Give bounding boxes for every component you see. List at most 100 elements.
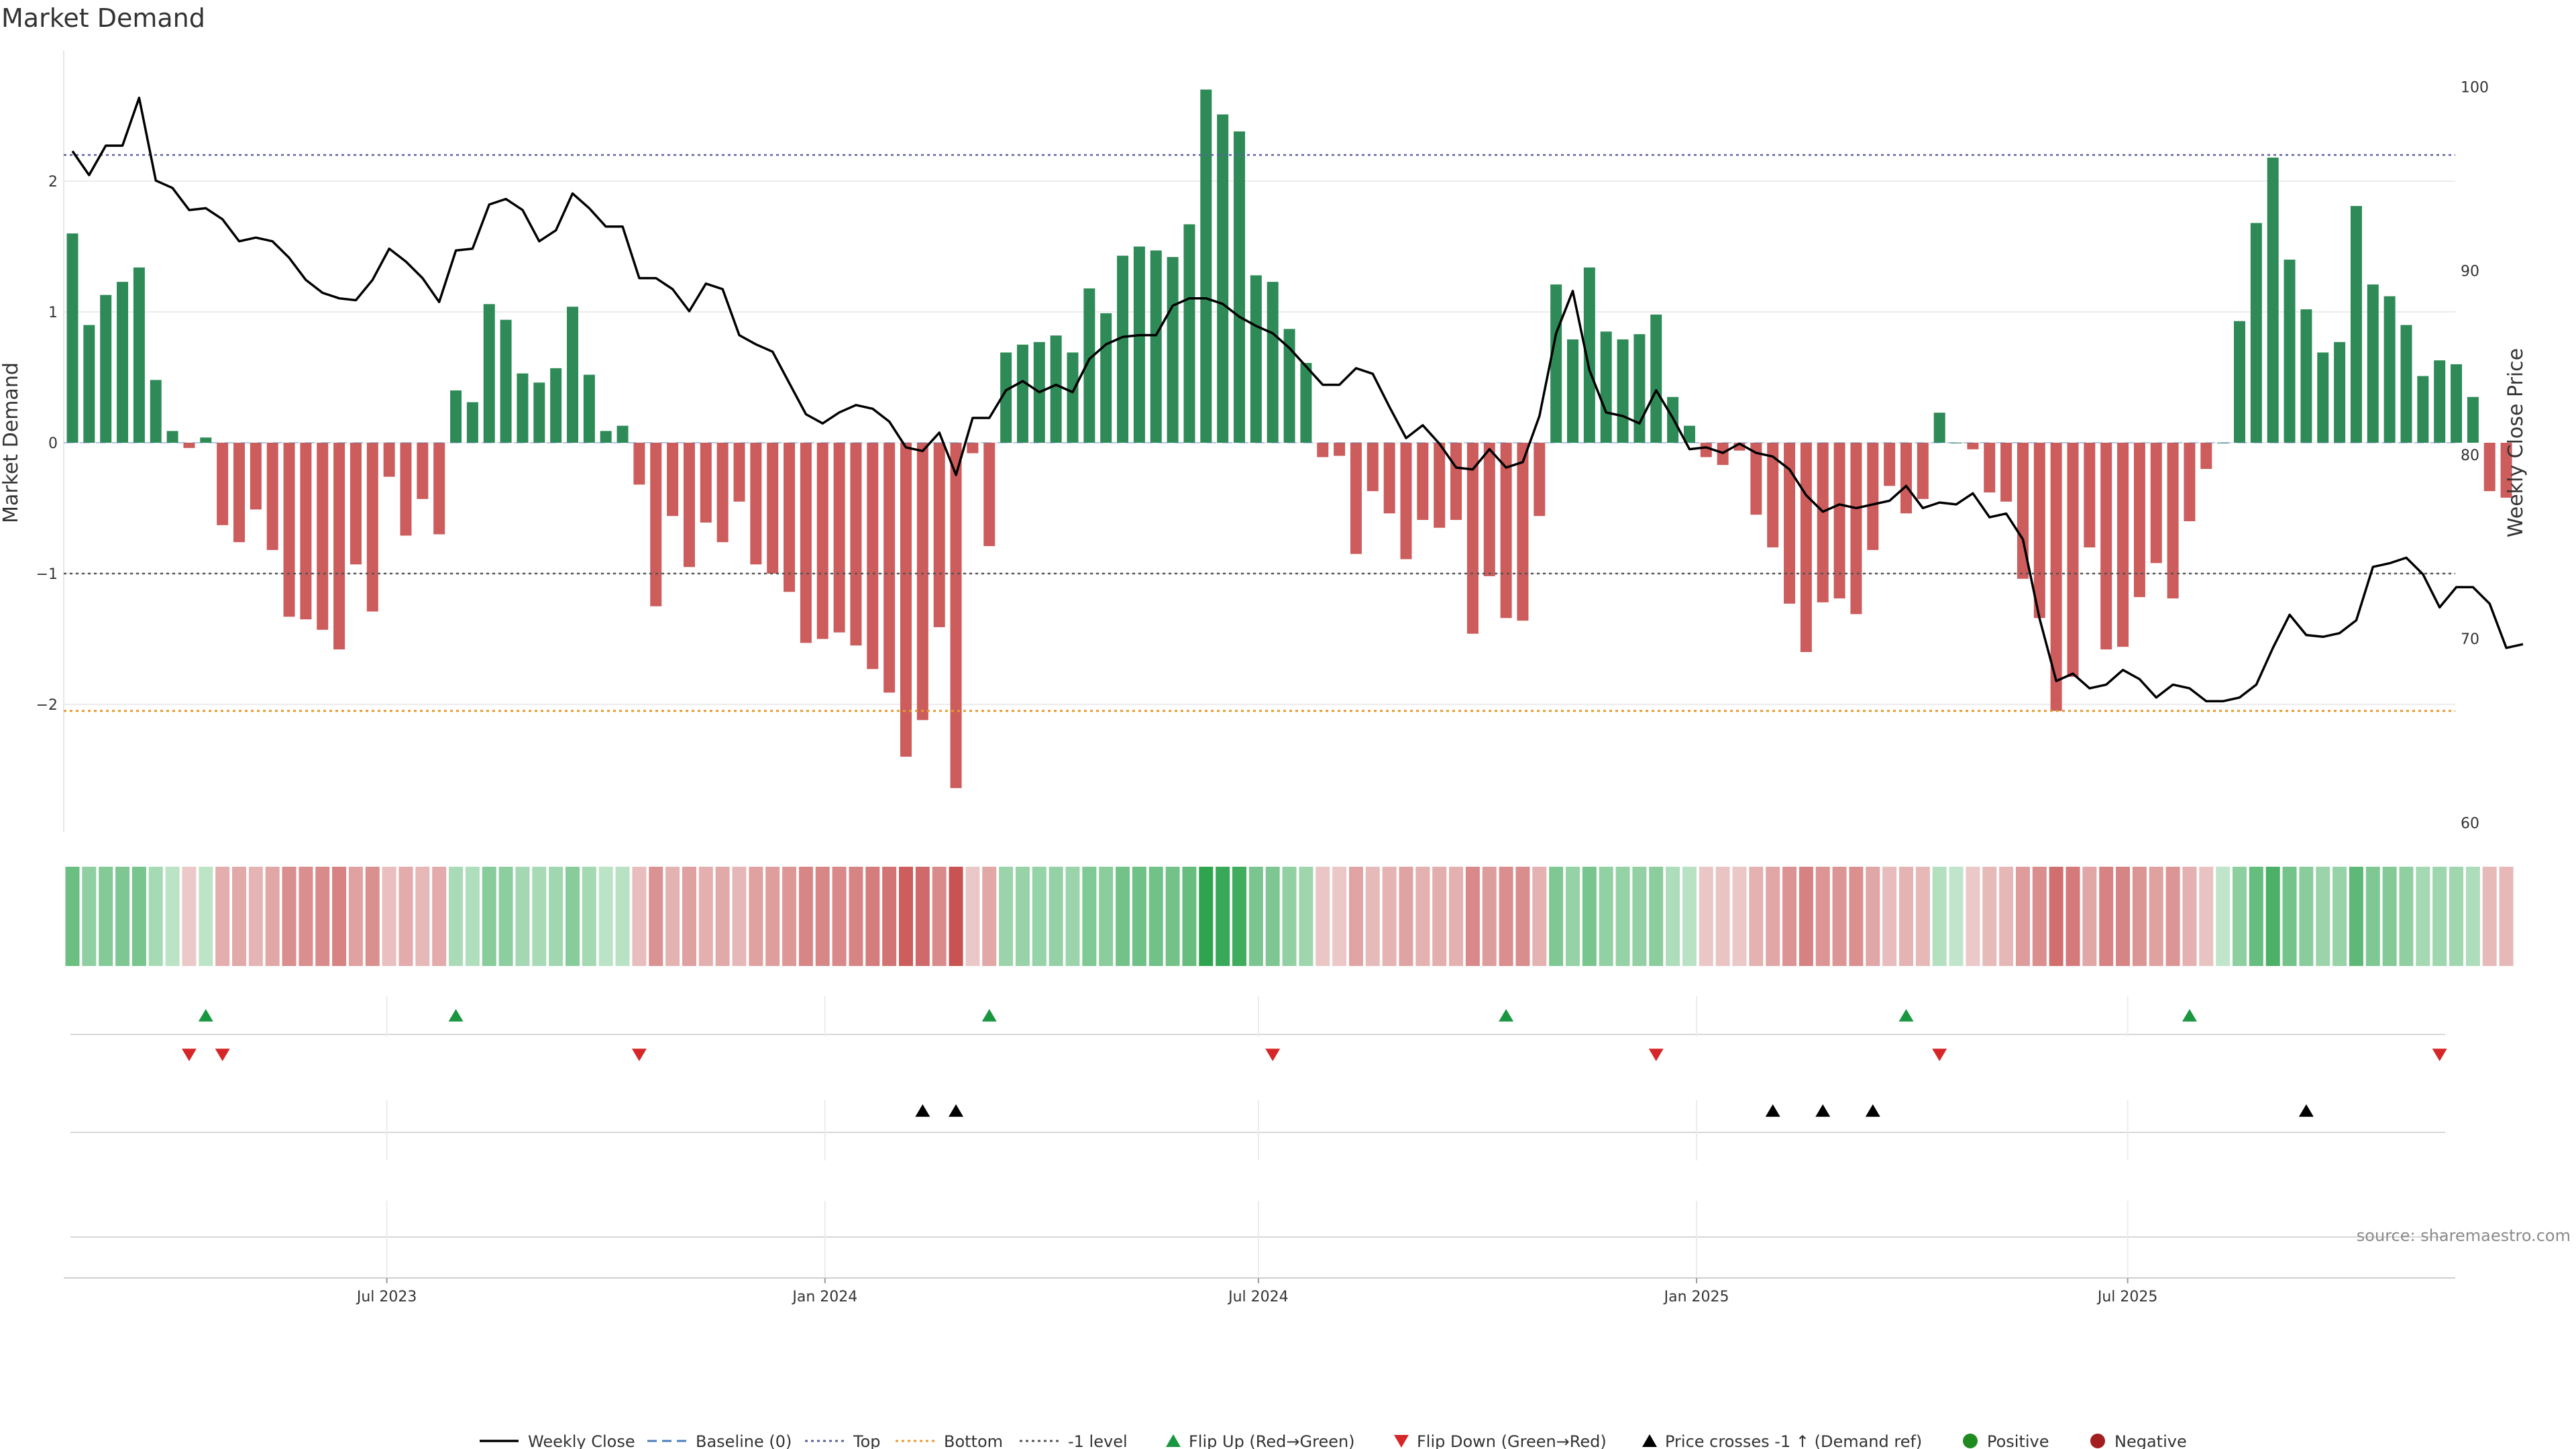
negative-bar [2050, 443, 2062, 711]
negative-bar [1917, 443, 1929, 499]
positive-bar [1283, 329, 1295, 443]
heat-cell [432, 867, 447, 966]
flip-down-marker [1648, 1049, 1664, 1061]
heat-cell [1449, 867, 1464, 966]
flip-up-marker [981, 1009, 997, 1022]
negative-bar [1733, 443, 1746, 451]
negative-bar [250, 443, 262, 510]
flip-down-marker [631, 1049, 647, 1061]
heat-cell [1065, 867, 1080, 966]
heat-cell [1932, 867, 1947, 966]
left-axis: −2 −1 0 1 2 [36, 174, 58, 714]
negative-bar [217, 443, 229, 525]
heat-cell [415, 867, 430, 966]
negative-bar [2150, 443, 2162, 564]
heat-cell [1982, 867, 1997, 966]
negative-bar [366, 443, 378, 612]
heat-cell [2116, 867, 2131, 966]
heat-cell [932, 867, 947, 966]
negative-bar [767, 443, 779, 574]
heat-cell [566, 867, 580, 966]
positive-bar [150, 380, 162, 443]
legend-swatch [1166, 1434, 1181, 1447]
legend-label: Bottom [944, 1432, 1003, 1449]
positive-bar [1050, 335, 1062, 443]
price-line-group [71, 97, 2524, 703]
legend-label: Weekly Close [528, 1432, 635, 1449]
negative-bar [283, 443, 295, 617]
flip-up-marker [1499, 1009, 1514, 1022]
heat-cell [849, 867, 863, 966]
positive-bar [2467, 396, 2479, 443]
heat-cell [1732, 867, 1747, 966]
heat-cell [2332, 867, 2347, 966]
heat-cell [2416, 867, 2430, 966]
heat-cell [2382, 867, 2397, 966]
positive-bar [567, 307, 578, 443]
negative-bar [1784, 443, 1796, 604]
right-tick-label: 60 [2461, 815, 2479, 832]
negative-bar [350, 443, 362, 565]
positive-bar [100, 294, 112, 443]
positive-bar [2400, 325, 2412, 443]
heat-cell [2165, 867, 2180, 966]
heat-cell [1799, 867, 1813, 966]
positive-bar [1150, 250, 1162, 443]
heat-cell [1415, 867, 1430, 966]
heat-cell [2449, 867, 2464, 966]
negative-bar [2500, 443, 2512, 498]
heat-cell [1165, 867, 1180, 966]
flip-up-marker [448, 1009, 464, 1022]
heat-cell [1465, 867, 1480, 966]
heat-cell [199, 867, 213, 966]
positive-bar [1650, 314, 1662, 443]
left-tick-label: 1 [48, 305, 58, 321]
negative-bar [1400, 443, 1412, 559]
positive-bar [1600, 331, 1612, 443]
source-note: source: sharemaestro.com [2357, 1226, 2571, 1245]
heat-cell [1549, 867, 1564, 966]
positive-bar [166, 431, 178, 443]
heat-cell [1015, 867, 1030, 966]
flip-down-marker [1932, 1049, 1947, 1061]
positive-bar [2250, 223, 2262, 443]
heat-cell [2216, 867, 2231, 966]
heat-cell [382, 867, 396, 966]
negative-bar [983, 443, 996, 547]
negative-bar [433, 443, 445, 535]
heat-cell [1915, 867, 1930, 966]
heat-cell [1099, 867, 1114, 966]
heat-cell [1582, 867, 1597, 966]
positive-bar [1550, 284, 1562, 443]
heat-cell [965, 867, 980, 966]
flip-up-marker [1898, 1009, 1914, 1022]
heat-cell [1882, 867, 1897, 966]
positive-bar [2334, 341, 2346, 443]
heat-cell [665, 867, 680, 966]
right-axis: 60 70 80 90 100 [2461, 79, 2489, 832]
negative-bar [2184, 443, 2196, 521]
negative-bar [1884, 443, 1896, 486]
heat-cell [582, 867, 596, 966]
positive-bar [500, 319, 512, 443]
heat-cell [82, 867, 97, 966]
heat-cell [1232, 867, 1246, 966]
heat-cell [2482, 867, 2497, 966]
legend-swatch [2090, 1434, 2105, 1448]
positive-bar [2434, 360, 2446, 443]
positive-bar [1250, 275, 1262, 443]
heat-cell [882, 867, 897, 966]
heat-cell [1515, 867, 1530, 966]
heat-cell [148, 867, 163, 966]
heat-cell [1782, 867, 1797, 966]
heat-cell [949, 867, 963, 966]
heat-cell [1699, 867, 1713, 966]
heat-cell [1482, 867, 1497, 966]
heat-cell [2132, 867, 2147, 966]
heat-cell [1148, 867, 1163, 966]
flip-down-marker [1265, 1049, 1281, 1061]
flip-down-marker [215, 1049, 230, 1061]
heat-cell [1432, 867, 1447, 966]
legend-swatch [1963, 1434, 1978, 1448]
heat-cell [1615, 867, 1630, 966]
